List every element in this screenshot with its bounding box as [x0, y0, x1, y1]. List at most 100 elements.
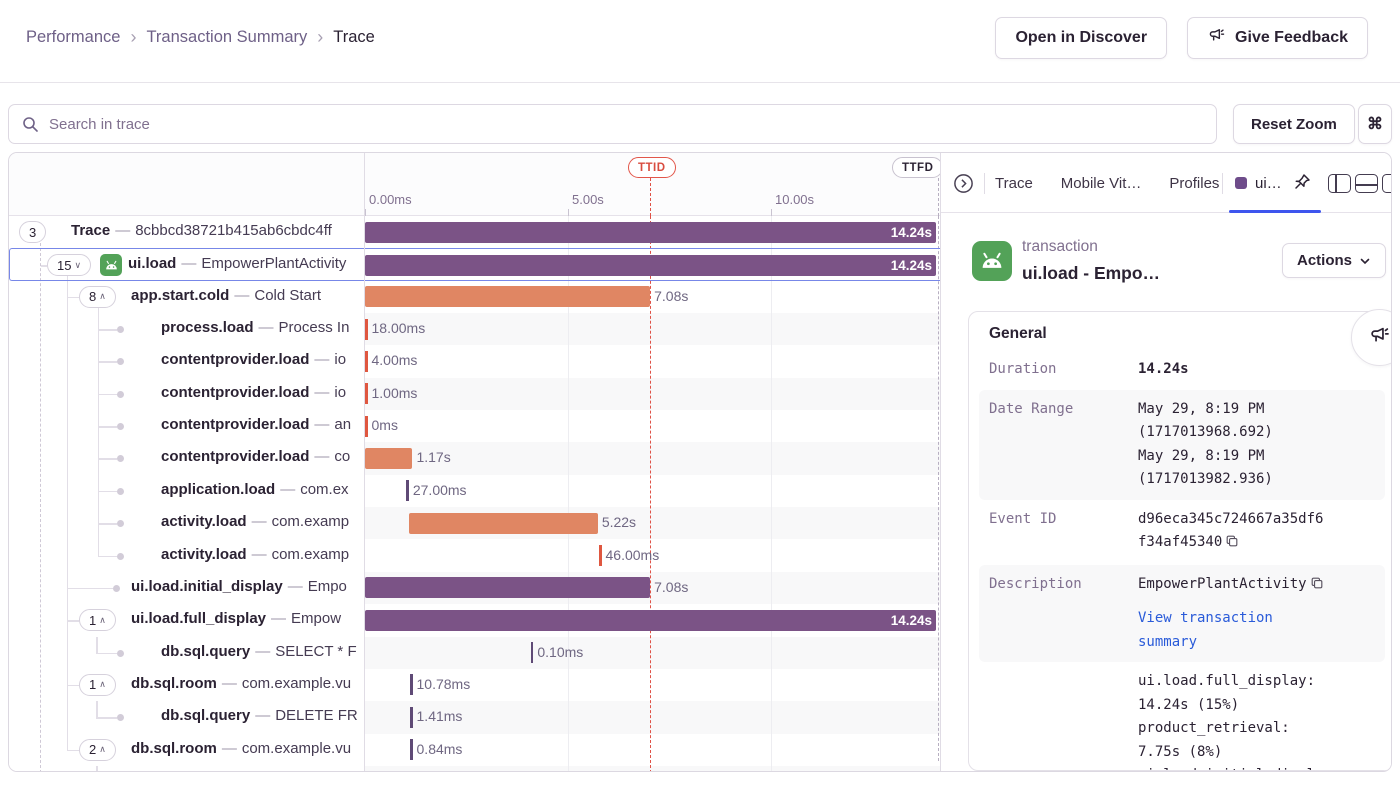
trace-row-trace[interactable]: 3 Trace —8cbbcd38721b415ab6cbdc4ff [9, 216, 364, 248]
span-bar-db-sql-query[interactable] [410, 706, 413, 728]
copy-icon[interactable] [1225, 533, 1239, 557]
layout-sidebar-right-icon[interactable] [1382, 174, 1391, 193]
tree-connector [98, 329, 117, 331]
expand-drawer-icon[interactable] [953, 173, 974, 194]
span-bar-contentprovider-load[interactable] [365, 350, 368, 372]
span-op: contentprovider.load [161, 351, 310, 369]
actions-button[interactable]: Actions [1282, 243, 1387, 278]
span-description: io [334, 383, 347, 401]
span-op: app.start.cold [131, 286, 230, 304]
trace-row-contentprovider-load[interactable]: contentprovider.load — io [9, 378, 364, 410]
waterfall-row-application-load: 27.00ms [365, 475, 940, 507]
detail-value: May 29, 8:19 PM (1717013982.936) [1138, 447, 1273, 488]
span-count-pill[interactable]: 1 ∧ [79, 673, 116, 696]
open-in-discover-button[interactable]: Open in Discover [995, 17, 1168, 59]
give-feedback-button[interactable]: Give Feedback [1187, 17, 1368, 59]
trace-row-db-sql-room[interactable]: 2 ∧ db.sql.room — com.example.vu [9, 734, 364, 766]
trace-row-activity-load[interactable]: activity.load — com.examp [9, 540, 364, 572]
span-bar-trace[interactable] [365, 221, 936, 243]
span-op: activity.load [161, 545, 247, 563]
span-bar-db-sql-query[interactable] [530, 642, 534, 664]
tab-ui-load-active[interactable]: ui… [1235, 153, 1282, 213]
span-bar-db-sql-room[interactable] [410, 739, 413, 761]
search-input[interactable] [8, 104, 1217, 144]
trace-row-contentprovider-load[interactable]: contentprovider.load — co [9, 442, 364, 474]
trace-row-db-sql-query[interactable]: db.sql.query — SELECT * F [9, 636, 364, 669]
span-op: application.load [161, 480, 276, 498]
span-bar-process-load[interactable] [365, 318, 368, 340]
separator: — [280, 480, 296, 498]
tab-profiles[interactable]: Profiles [1169, 174, 1220, 192]
general-section-card: General Duration 14.24s Date Range May 29, … [968, 311, 1391, 771]
trace-row-ui-load-initial-display[interactable]: ui.load.initial_display — Empo [9, 572, 364, 604]
trace-row-ui-load-full-display[interactable]: 1 ∧ ui.load.full_display — Empow [9, 604, 364, 636]
layout-sidebar-left-icon[interactable] [1328, 174, 1351, 193]
layout-panel-bottom-icon[interactable] [1355, 174, 1378, 193]
span-bar-activity-load[interactable] [599, 545, 602, 566]
span-bar-contentprovider-load[interactable] [365, 415, 368, 437]
span-op: contentprovider.load [161, 448, 310, 466]
span-count-pill[interactable]: 15 ∨ [47, 254, 92, 277]
breadcrumb-item-trace: Trace [333, 28, 375, 46]
span-bar-contentprovider-load[interactable] [365, 447, 413, 469]
chevron-up-icon: ∧ [99, 614, 106, 625]
actions-label: Actions [1297, 252, 1353, 269]
breadcrumb-item-performance[interactable]: Performance [26, 28, 121, 46]
separator: — [181, 255, 197, 273]
page-header: Performance › Transaction Summary › Trace Op… [0, 0, 1400, 83]
span-count-pill[interactable]: 1 ∧ [79, 609, 116, 632]
span-count-pill[interactable]: 2 ∧ [79, 738, 116, 761]
span-duration: 4.00ms [371, 352, 418, 369]
tree-connector [98, 361, 117, 363]
trace-row-db-sql-query[interactable]: db.sql.query — DELETE FR [9, 701, 364, 733]
span-bar-db-sql-query[interactable] [410, 771, 413, 772]
waterfall-row-db-sql-query: 0.78ms [365, 766, 940, 772]
trace-row-db-sql-query[interactable]: db.sql.query—INSERT OR [9, 765, 364, 771]
megaphone-icon [1368, 324, 1391, 352]
span-description: com.examp [271, 545, 350, 563]
span-count-pill[interactable]: 3 [19, 221, 47, 243]
shortcut-command-button[interactable]: ⌘ [1358, 104, 1392, 144]
feedback-float-button[interactable] [1351, 309, 1391, 366]
axis-tick-label: 10.00s [775, 192, 815, 207]
span-bar-ui-load-full-display[interactable] [365, 609, 936, 631]
waterfall-row-db-sql-query: 1.41ms [365, 701, 940, 733]
waterfall-row-ui-load-initial-display: 7.08s [365, 572, 940, 604]
trace-row-process-load[interactable]: process.load — Process In [9, 313, 364, 345]
pin-tab-icon[interactable] [1292, 172, 1312, 197]
span-bar-application-load[interactable] [406, 480, 409, 502]
ttid-line [650, 216, 651, 771]
tab-trace[interactable]: Trace [995, 174, 1033, 192]
span-bar-activity-load[interactable] [408, 512, 598, 534]
trace-row-application-load[interactable]: application.load — com.ex [9, 475, 364, 507]
trace-row-activity-load[interactable]: activity.load — com.examp [9, 507, 364, 539]
span-bar-app-start-cold[interactable] [365, 286, 651, 308]
drawer-tab-bar: Trace Mobile Vit… Profiles ui… [941, 153, 1391, 213]
copy-icon[interactable] [1310, 575, 1324, 599]
span-bar-db-sql-room[interactable] [410, 674, 413, 696]
span-dot [117, 487, 124, 495]
tab-mobile-vit[interactable]: Mobile Vit… [1060, 174, 1142, 192]
trace-row-contentprovider-load[interactable]: contentprovider.load — an [9, 410, 364, 442]
gridline-5s [568, 216, 569, 771]
tree-connector [96, 701, 98, 718]
trace-row-ui-load[interactable]: 15 ∨ ui.load — EmpowerPlantActivity [9, 248, 364, 281]
span-count-pill[interactable]: 8 ∧ [79, 285, 116, 308]
pane-resize-divider[interactable] [364, 153, 365, 771]
view-transaction-summary-link[interactable]: View transaction summary [1138, 610, 1273, 650]
span-bar-contentprovider-load[interactable] [365, 383, 368, 405]
span-bar-ui-load-initial-display[interactable] [365, 577, 651, 599]
span-bar-ui-load[interactable] [365, 254, 936, 276]
ttfd-line [938, 216, 939, 761]
detail-value: d96eca345c724667a35df6f34af45340 [1138, 508, 1330, 557]
trace-row-app-start-cold[interactable]: 8 ∧ app.start.cold — Cold Start [9, 281, 364, 313]
breadcrumb-item-transaction-summary[interactable]: Transaction Summary [146, 28, 308, 46]
reset-zoom-button[interactable]: Reset Zoom [1233, 104, 1355, 144]
span-count: 2 [89, 742, 97, 758]
span-duration: 14.24s [890, 613, 932, 629]
detail-value: ui.load.initial_display: 7.08s (7%) [1138, 764, 1330, 770]
trace-row-db-sql-room[interactable]: 1 ∧ db.sql.room — com.example.vu [9, 669, 364, 701]
row-stripe [365, 442, 940, 475]
detail-key: Description [989, 575, 1082, 592]
trace-row-contentprovider-load[interactable]: contentprovider.load — io [9, 345, 364, 377]
